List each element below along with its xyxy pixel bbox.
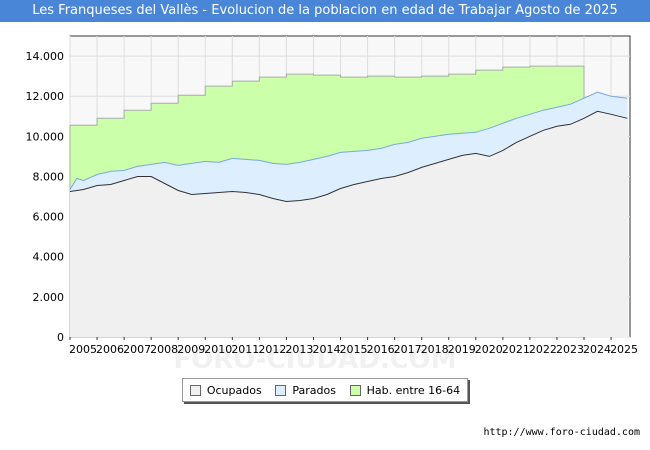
y-tick-label: 8.000 [33,170,65,183]
legend-swatch [189,384,201,396]
x-tick-label: 2020 [475,343,503,356]
legend-label: Parados [292,383,336,397]
y-tick-label: 4.000 [33,251,65,264]
x-tick-label: 2012 [258,343,286,356]
legend-item: Parados [275,384,336,397]
x-tick-label: 2025 [610,343,638,356]
y-tick-label: 10.000 [26,130,65,143]
y-axis: 0 2.000 4.000 6.000 8.000 10.000 12.000 14.000 [26,50,65,344]
legend-label: Ocupados [206,383,262,397]
x-axis: 2005 2006 2007 2008 2009 2010 2011 2012 2013 2014… [69,337,638,356]
series-ocupados-line [69,110,628,203]
watermark: FORO-CIUDAD.COM [173,345,456,372]
x-tick-label: 2021 [502,343,530,356]
legend-item: Hab. entre 16-64 [349,383,461,397]
legend-swatch [275,384,287,396]
y-tick-label: 2.000 [33,291,65,304]
x-tick-label: 2010 [204,343,232,356]
chart-title: Les Franqueses del Vallès - Evolucion de… [0,0,650,22]
x-tick-label: 2019 [448,343,476,356]
x-tick-label: 2023 [556,343,584,356]
legend-label: Hab. entre 16-64 [366,383,461,397]
areas [69,65,628,338]
x-tick-label: 2013 [285,343,313,356]
x-tick-label: 2017 [394,343,422,356]
population-chart: FORO-CIUDAD.COM 0 2.000 4.000 6.000 8.000 10.… [26,35,638,372]
x-tick-label: 2024 [583,343,611,356]
series-parados-line [69,91,628,190]
x-tick-label: 2009 [177,343,205,356]
x-tick-label: 2007 [123,343,151,356]
legend-swatch [349,384,361,396]
x-tick-label: 2016 [367,343,395,356]
x-tick-label: 2022 [529,343,557,356]
legend: Ocupados Parados Hab. entre 16-64 [182,378,468,402]
x-tick-label: 2011 [231,343,259,356]
x-tick-label: 2008 [150,343,178,356]
y-tick-label: 6.000 [33,211,65,224]
series-ocupados-area [70,111,628,337]
y-tick-label: 12.000 [26,90,65,103]
x-tick-label: 2006 [96,343,124,356]
y-tick-label: 14.000 [26,50,65,63]
x-tick-label: 2015 [340,343,368,356]
x-tick-label: 2005 [69,343,97,356]
source-url[interactable]: http://www.foro-ciudad.com [483,427,640,438]
x-tick-label: 2018 [421,343,449,356]
x-tick-label: 2014 [312,343,340,356]
y-tick-label: 0 [57,331,64,344]
legend-item: Ocupados [189,383,262,397]
